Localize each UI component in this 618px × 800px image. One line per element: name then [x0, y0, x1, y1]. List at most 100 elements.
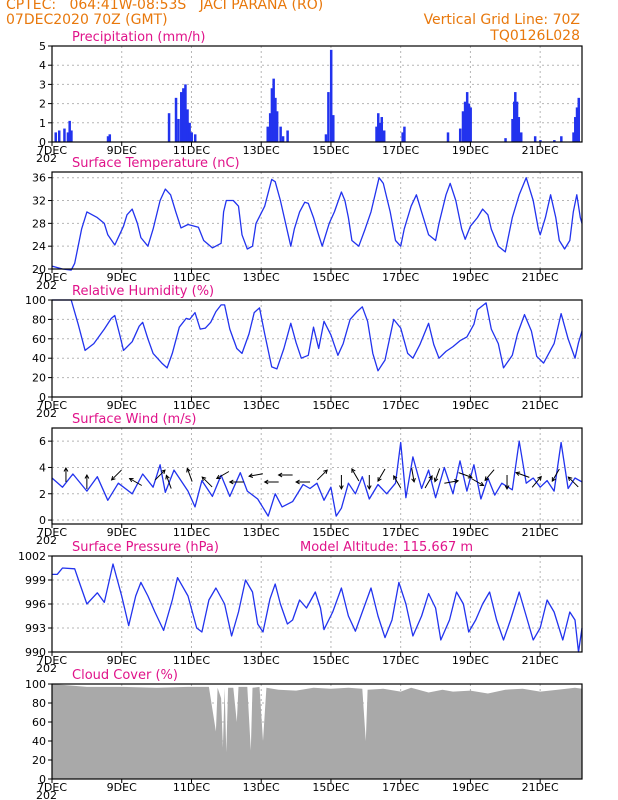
- x-tick-label: 7DEC: [37, 271, 67, 284]
- x-tick-label: 15DEC: [312, 526, 349, 539]
- x-tick-label: 11DEC: [173, 526, 210, 539]
- x-tick-label: 19DEC: [452, 144, 489, 157]
- y-tick-label: 0: [39, 391, 46, 404]
- wind-arrow-shaft: [216, 471, 230, 479]
- wind-arrow: [316, 469, 328, 481]
- wind-arrow-head: [393, 474, 398, 480]
- pressure-title: Surface Pressure (hPa): [72, 540, 219, 555]
- wind-arrow-shaft: [154, 469, 166, 481]
- precip-bar: [377, 113, 380, 142]
- precip-bar: [461, 111, 465, 142]
- station-header: CPTEC: 064:41W-08:53S JACI PARANA (RO): [6, 0, 324, 13]
- x-tick-label: 13DEC: [243, 144, 280, 157]
- x-tick-label: 19DEC: [452, 781, 489, 794]
- wind-arrow: [154, 469, 166, 481]
- wind-arrow: [515, 471, 530, 478]
- x-tick-label: 17DEC: [382, 271, 419, 284]
- y-tick-label: 80: [32, 313, 46, 326]
- x-tick-label: 13DEC: [243, 399, 280, 412]
- precip-bar: [382, 130, 386, 142]
- y-tick-label: 990: [25, 646, 46, 659]
- wind-arrow-head: [201, 476, 207, 482]
- x-tick-label: 13DEC: [243, 781, 280, 794]
- precip-bar: [375, 126, 378, 142]
- y-tick-label: 2: [39, 98, 46, 111]
- precip-bar: [378, 122, 382, 142]
- y-tick-label: 40: [32, 352, 46, 365]
- y-tick-label: 100: [25, 294, 46, 307]
- wind-arrow-shaft: [377, 468, 386, 482]
- precip-bar: [57, 130, 61, 142]
- precip-bar: [108, 134, 112, 142]
- y-tick-label: 6: [39, 435, 46, 448]
- wind-arrow-shaft: [515, 472, 530, 478]
- precip-bar: [275, 111, 279, 142]
- rh-panel: [48, 299, 583, 401]
- precip-bar: [266, 126, 269, 142]
- wind-arrow-head: [433, 477, 439, 483]
- x-tick-label: 7DEC: [37, 526, 67, 539]
- wind-arrow-head: [186, 467, 191, 473]
- precip-bar: [515, 101, 519, 142]
- wind-arrow-shaft: [129, 478, 142, 486]
- wind-arrow-head: [215, 474, 221, 480]
- wind-arrow-shaft: [316, 469, 328, 481]
- wind-arrow-head: [484, 476, 489, 482]
- wind-arrow: [433, 468, 441, 483]
- precip-bar: [517, 117, 521, 142]
- precip-bar: [70, 130, 73, 142]
- precip-bar: [514, 92, 517, 142]
- precip-bar: [575, 107, 579, 142]
- wind-arrow: [339, 475, 344, 491]
- wind-arrow-head: [128, 477, 134, 483]
- y-tick-label: 36: [32, 172, 46, 185]
- wind-arrow: [377, 468, 386, 483]
- precip-bar: [182, 88, 185, 142]
- wind-arrow: [366, 475, 372, 491]
- wind-arrow: [277, 472, 293, 478]
- precip-bar: [106, 136, 110, 142]
- cloud-frame: [51, 683, 583, 780]
- precip-bar: [180, 92, 183, 142]
- y-tick-label: 3: [39, 78, 46, 91]
- y-tick-label: 60: [32, 716, 46, 729]
- y-tick-label: 4: [39, 461, 46, 474]
- wind-arrow: [128, 477, 142, 486]
- wind-frame: [51, 427, 583, 525]
- precip-bar: [272, 78, 275, 142]
- precip-bar: [446, 132, 450, 142]
- x-tick-label: 17DEC: [382, 399, 419, 412]
- wind-arrow-head: [295, 479, 300, 485]
- precip-bar: [286, 130, 289, 142]
- y-tick-label: 20: [32, 754, 46, 767]
- wind-arrow: [531, 475, 542, 488]
- precip-bar: [268, 113, 272, 142]
- y-tick-label: 1002: [18, 550, 46, 563]
- x-year-label: 202: [36, 534, 57, 547]
- x-year-label: 202: [36, 662, 57, 675]
- precip-bar: [190, 132, 193, 142]
- wind-arrow: [458, 472, 473, 479]
- precip-bar: [467, 103, 471, 142]
- precip-bar: [574, 117, 577, 142]
- wind-arrow-head: [551, 477, 557, 482]
- precip-bar: [463, 101, 467, 142]
- precip-bar: [401, 132, 404, 142]
- y-tick-label: 24: [32, 240, 46, 253]
- wind-arrow: [351, 468, 360, 482]
- precip-bar: [332, 115, 335, 142]
- wind-arrow-shaft: [351, 468, 360, 482]
- precip-bar: [469, 107, 472, 142]
- precip-bar: [54, 132, 57, 142]
- precip-bar: [270, 88, 274, 142]
- precip-title: Precipitation (mm/h): [72, 30, 205, 45]
- precip-bar: [68, 120, 71, 142]
- rh-frame: [51, 299, 583, 398]
- wind-arrow: [248, 473, 263, 478]
- y-tick-label: 0: [39, 136, 46, 149]
- wind-arrow-head: [228, 479, 234, 485]
- grid-line-note: Vertical Grid Line: 70Z: [423, 12, 580, 28]
- temp-line: [51, 177, 583, 271]
- precip-bar: [403, 126, 406, 142]
- x-tick-label: 13DEC: [243, 526, 280, 539]
